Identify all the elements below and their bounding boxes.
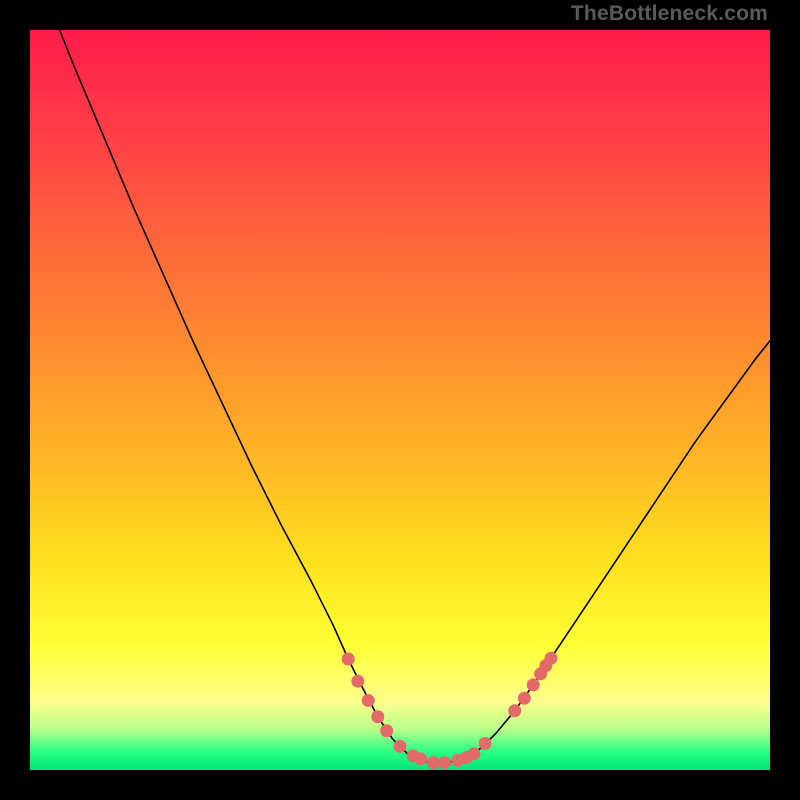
curve-marker [468,747,481,760]
curve-marker [508,704,521,717]
gradient-background [30,30,770,770]
curve-marker [342,653,355,666]
bottleneck-chart [30,30,770,770]
curve-marker [351,675,364,688]
curve-marker [527,678,540,691]
curve-marker [371,710,384,723]
curve-marker [414,752,427,765]
curve-marker [518,692,531,705]
curve-marker [380,724,393,737]
chart-frame: TheBottleneck.com [0,0,800,800]
curve-marker [544,652,557,665]
watermark-text: TheBottleneck.com [571,2,768,26]
curve-marker [427,756,440,769]
curve-marker [362,694,375,707]
curve-marker [438,756,451,769]
curve-marker [479,737,492,750]
curve-marker [394,740,407,753]
